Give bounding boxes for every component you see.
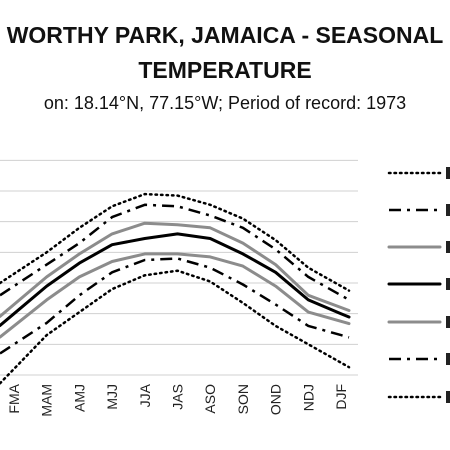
- series-line-7: [0, 269, 351, 385]
- x-tick-label: FMA: [6, 383, 22, 413]
- x-tick-label: JJA: [137, 383, 153, 407]
- series-lines: [0, 192, 351, 385]
- x-axis-tick-labels: FMA MAM AMJ MJJ JJA JAS ASO SON OND NDJ DJF: [6, 383, 349, 416]
- x-tick-label: JAS: [170, 384, 186, 410]
- x-tick-label: SON: [235, 384, 251, 414]
- chart-title-line-2: TEMPERATURE: [138, 57, 312, 83]
- x-tick-label: OND: [268, 384, 284, 415]
- legend-label-fragment: [446, 316, 450, 328]
- series-line-3: [0, 221, 351, 318]
- series-line-2: [0, 203, 350, 301]
- legend-label-fragment: [446, 353, 450, 365]
- legend-label-fragment: [446, 278, 450, 290]
- series-line-4: [0, 232, 351, 327]
- x-tick-label: ASO: [202, 384, 218, 414]
- chart-title-line-1: WORTHY PARK, JAMAICA - SEASONAL: [6, 22, 444, 48]
- x-tick-label: NDJ: [300, 384, 316, 411]
- legend-label-fragment: [446, 204, 450, 216]
- chart-subtitle: on: 18.14°N, 77.15°W; Period of record: …: [43, 93, 407, 113]
- x-tick-label: DJF: [333, 384, 349, 410]
- legend-label-fragment: [446, 167, 450, 179]
- series-line-1: [0, 192, 351, 292]
- legend: [387, 167, 450, 403]
- legend-label-fragment: [446, 391, 450, 403]
- x-tick-label: MJJ: [104, 384, 120, 410]
- series-line-5: [0, 252, 351, 339]
- legend-label-fragment: [446, 241, 450, 253]
- gridlines: [0, 159, 358, 376]
- series-line-6: [0, 257, 350, 355]
- x-tick-label: AMJ: [71, 384, 87, 412]
- x-tick-label: MAM: [39, 384, 55, 417]
